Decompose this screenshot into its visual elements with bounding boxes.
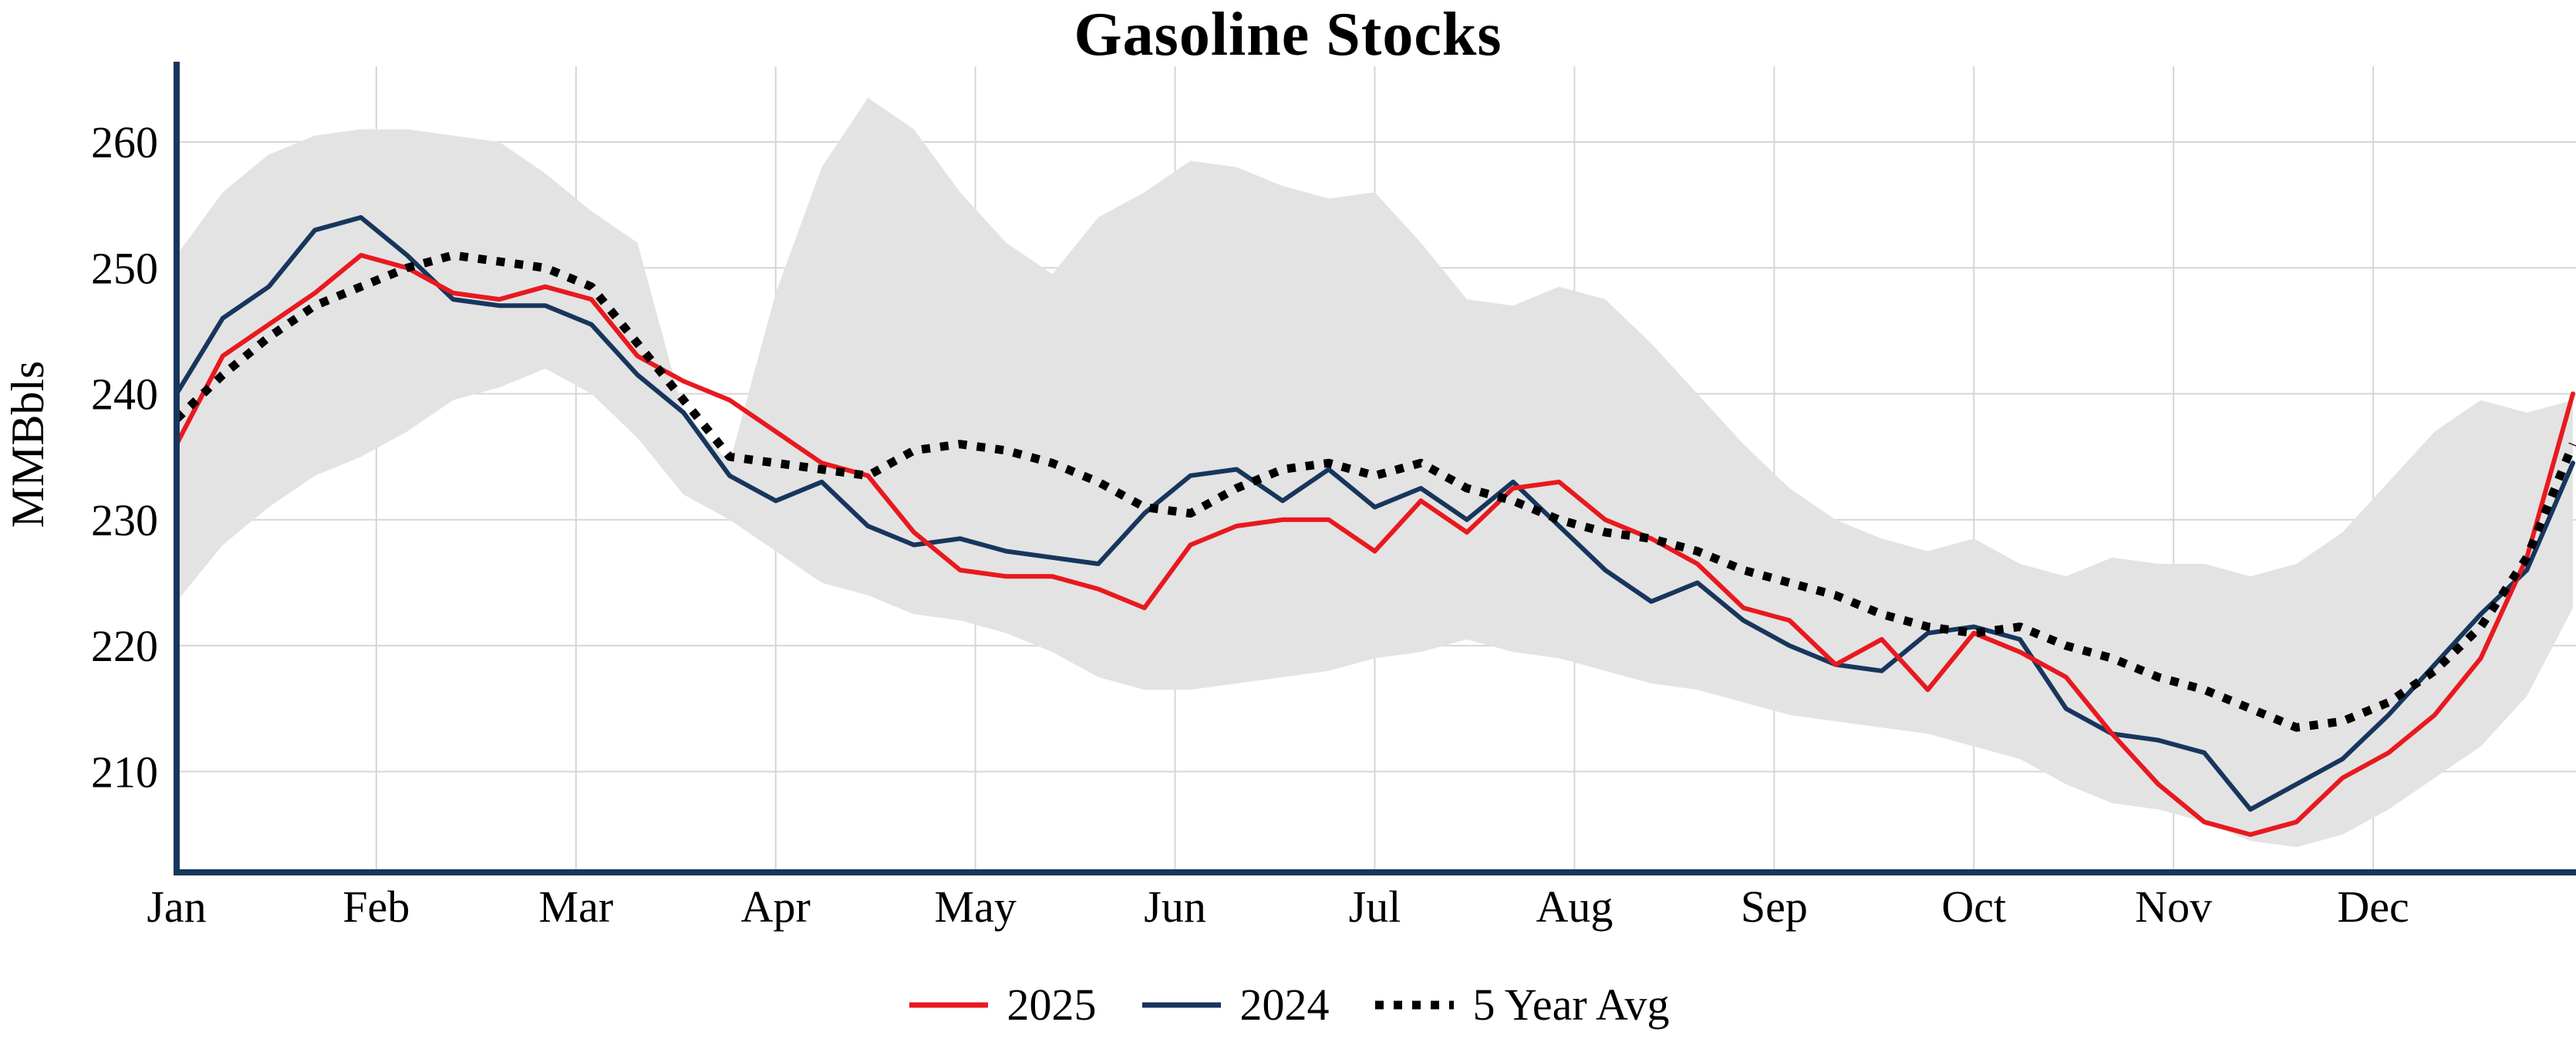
legend-swatch-line [909,1002,989,1007]
x-tick-label: Aug [1536,882,1613,932]
x-tick-label: Oct [1941,882,2006,932]
x-tick-label: Apr [741,882,811,932]
y-tick-label: 220 [91,621,158,671]
y-tick-label: 240 [91,369,158,420]
legend-item-5-year-avg: 5 Year Avg [1372,979,1670,1030]
legend-label: 2025 [1006,980,1097,1030]
legend-label: 5 Year Avg [1472,980,1670,1030]
legend-label: 2024 [1239,980,1330,1030]
series-line-5-year-avg [174,251,2576,732]
x-tick-label: Mar [539,882,614,932]
x-tick-label: Jan [147,882,206,932]
y-tick-label: 250 [91,243,158,293]
y-tick-label: 210 [91,747,158,797]
y-tick-label: 230 [91,495,158,545]
chart-title: Gasoline Stocks [1074,1,1502,69]
x-tick-label: Dec [2337,882,2409,932]
legend: 2025 2024 5 Year Avg [0,979,2576,1030]
series-line-2024 [174,214,2575,812]
legend-swatch-line [1142,1002,1222,1007]
x-tick-label: Jul [1349,882,1401,932]
x-tick-label: Jun [1144,882,1206,932]
x-tick-label: May [935,882,1017,932]
series-line-2025 [174,252,2575,837]
x-tick-label: Sep [1741,882,1808,932]
five-year-range-band [177,97,2573,848]
y-tick-label: 260 [91,117,158,167]
y-axis-label: MMBbls [2,361,53,528]
legend-item-2025: 2025 [906,979,1096,1030]
x-tick-label: Feb [342,882,410,932]
legend-swatch-dotted [1375,1000,1455,1009]
legend-item-2024: 2024 [1139,979,1329,1030]
x-tick-label: Nov [2135,882,2212,932]
